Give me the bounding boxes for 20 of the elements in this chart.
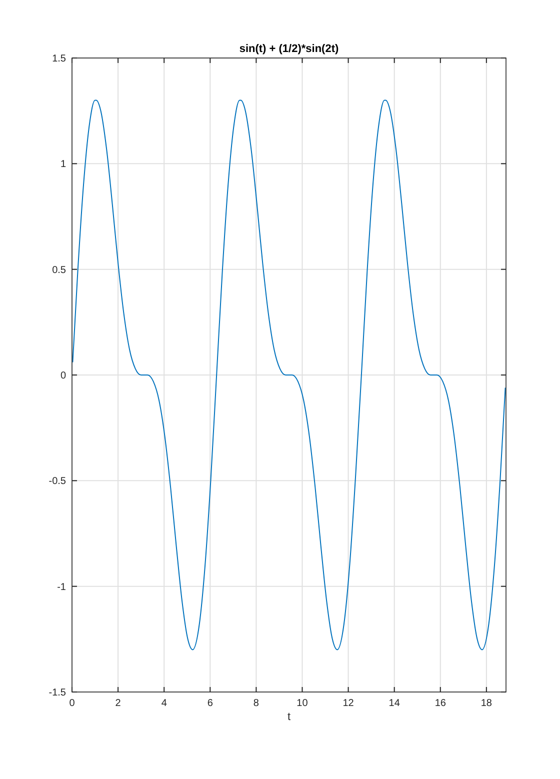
y-tick-label: 1: [60, 159, 66, 170]
y-tick-label: 0.5: [52, 264, 66, 276]
y-tick-label: -0.5: [48, 476, 66, 488]
x-tick-label: 10: [296, 698, 308, 709]
x-tick-label: 0: [69, 698, 76, 709]
x-tick-label: 14: [388, 698, 400, 709]
y-tick-label: 1.5: [52, 54, 66, 64]
x-tick-label: 6: [207, 698, 214, 709]
x-tick-label: 18: [480, 698, 492, 709]
x-tick-label: 12: [342, 698, 354, 709]
x-axis-title: t: [287, 711, 291, 723]
line-series: [72, 100, 506, 650]
x-tick-label: 4: [161, 698, 168, 709]
y-tick-label: 0: [60, 370, 66, 382]
x-tick-label: 8: [253, 698, 260, 709]
chart-title: sin(t) + (1/2)*sin(2t): [239, 43, 339, 55]
x-tick-label: 16: [434, 698, 446, 709]
x-tick-label: 2: [115, 698, 122, 709]
y-tick-label: -1: [57, 582, 66, 593]
y-tick-label: -1.5: [48, 688, 66, 698]
